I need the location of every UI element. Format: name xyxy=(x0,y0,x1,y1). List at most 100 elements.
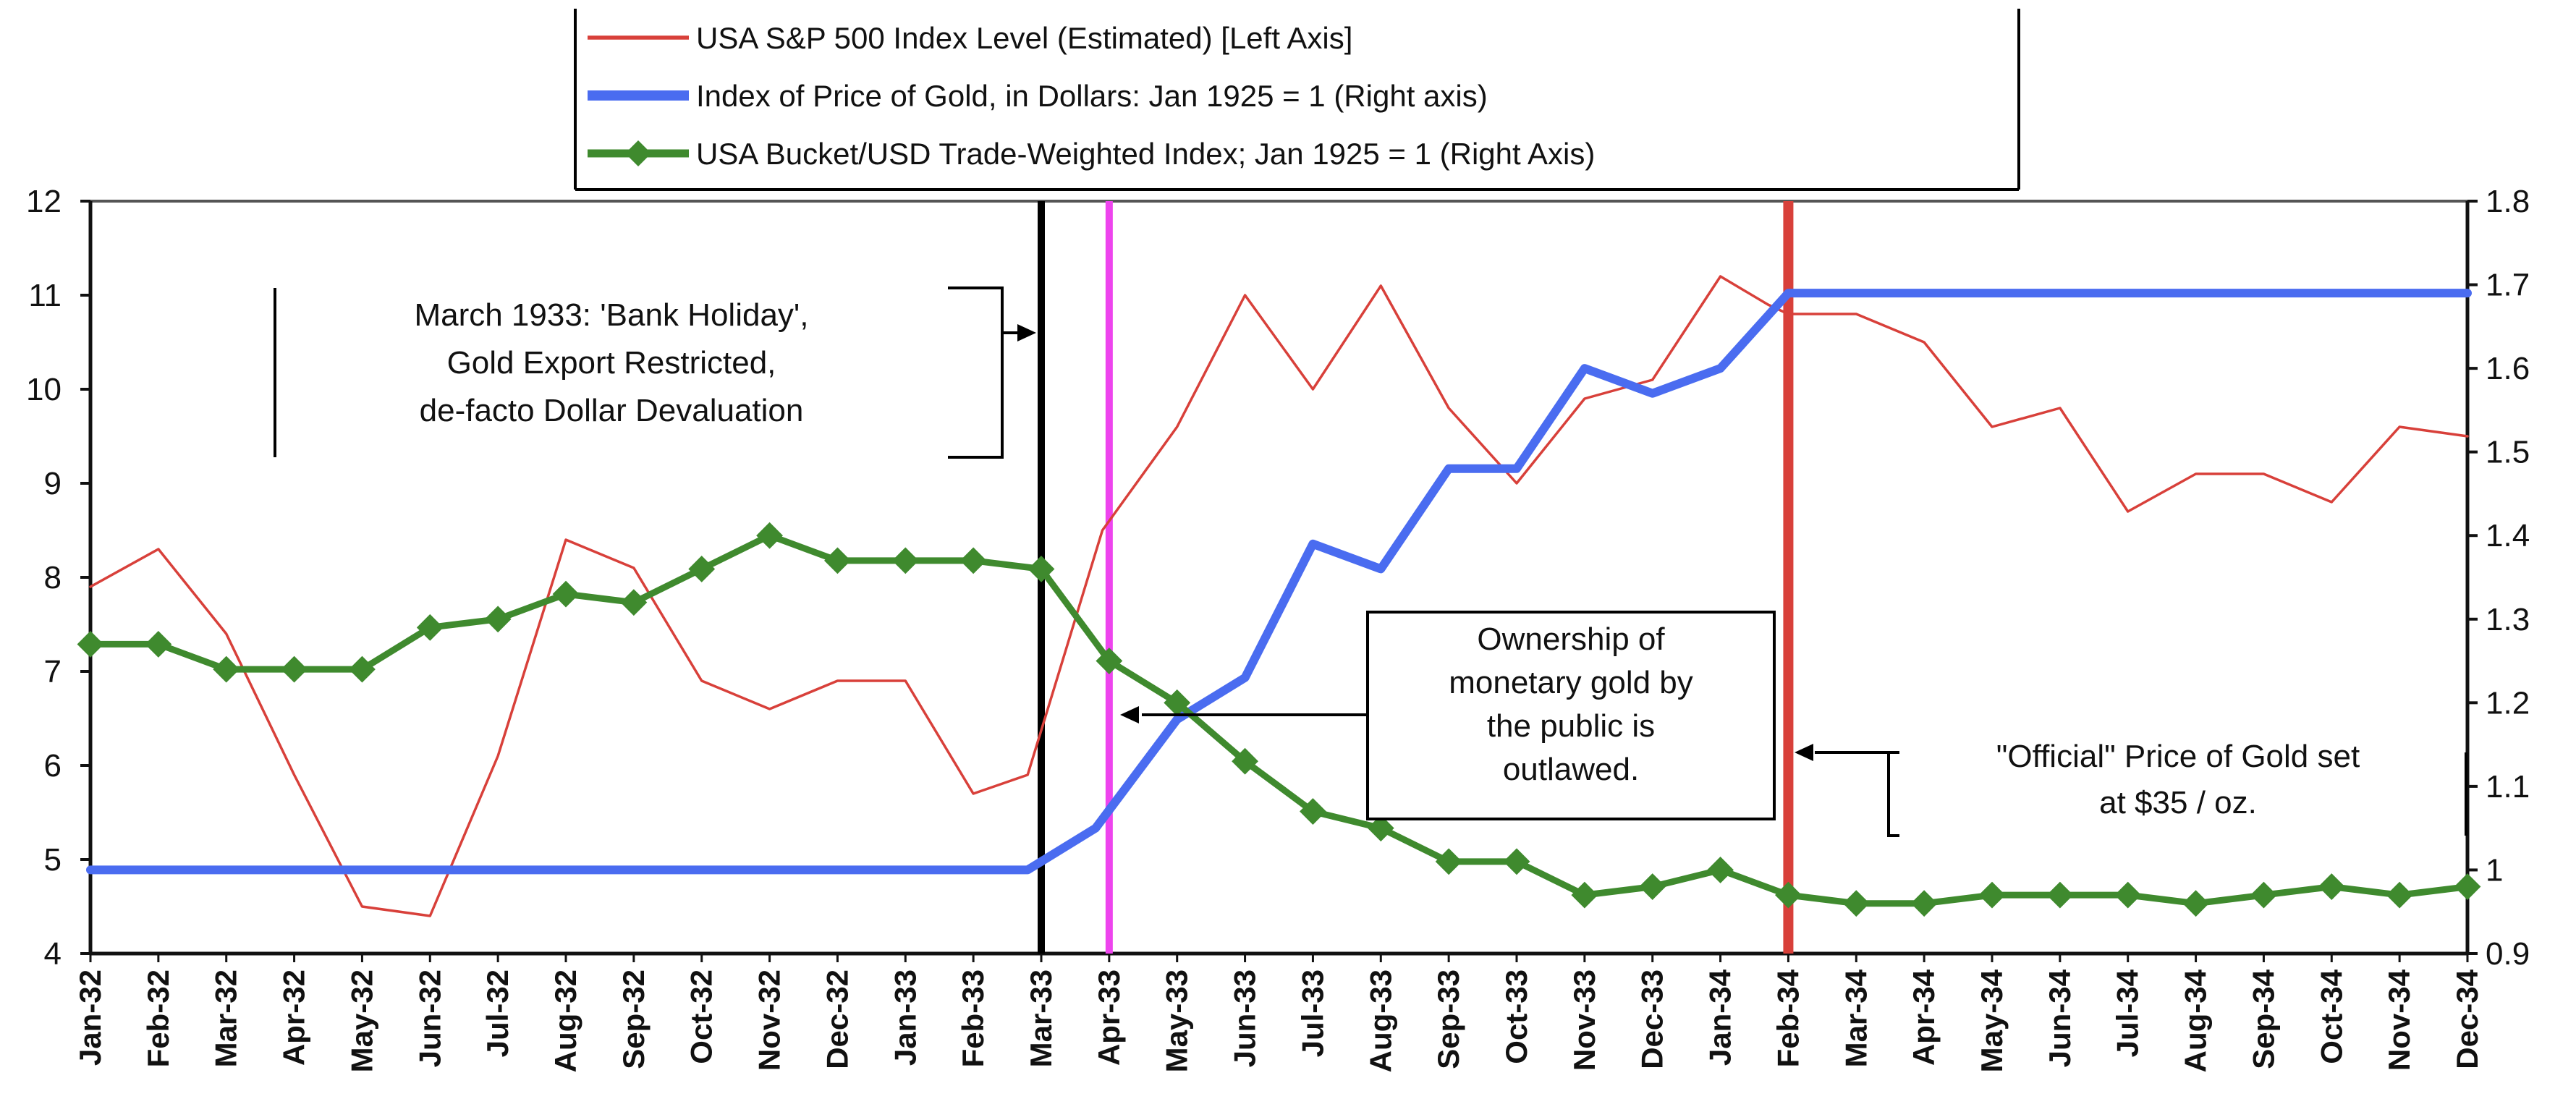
legend-label-0: USA S&P 500 Index Level (Estimated) [Lef… xyxy=(696,21,1352,55)
x-tick-label: Oct-33 xyxy=(1499,969,1533,1064)
left-tick-label: 8 xyxy=(44,560,62,595)
legend-group: USA S&P 500 Index Level (Estimated) [Lef… xyxy=(574,9,2020,191)
left-tick-label: 7 xyxy=(44,654,62,689)
series-point-2 xyxy=(891,547,919,574)
x-tick-label: Jan-33 xyxy=(888,969,922,1066)
legend-label-2: USA Bucket/USD Trade-Weighted Index; Jan… xyxy=(696,137,1595,171)
right-tick-label: 1.7 xyxy=(2486,268,2530,303)
annotation-2-arrowhead xyxy=(1120,706,1139,723)
left-tick-label: 9 xyxy=(44,466,62,501)
annotation-1-arrowhead xyxy=(1017,324,1036,341)
right-tick-label: 1.3 xyxy=(2486,602,2530,637)
x-tick-label: Aug-32 xyxy=(548,969,582,1072)
series-point-2 xyxy=(1842,890,1870,917)
x-tick-label: Oct-32 xyxy=(685,969,719,1064)
series-point-2 xyxy=(1910,890,1938,917)
series-point-2 xyxy=(416,614,444,641)
x-tick-label: Apr-33 xyxy=(1092,969,1126,1066)
x-tick-label: Mar-32 xyxy=(209,969,243,1067)
x-tick-label: Apr-32 xyxy=(277,969,311,1066)
series-group xyxy=(77,275,2481,917)
annotation-2-text: monetary gold by xyxy=(1449,665,1693,700)
series-point-2 xyxy=(756,522,783,549)
annotation-1-text: March 1933: 'Bank Holiday', xyxy=(414,297,808,333)
series-line-1 xyxy=(86,289,2472,875)
series-point-2 xyxy=(2454,873,2481,900)
series-point-2 xyxy=(77,631,104,658)
x-tick-label: Jul-33 xyxy=(1295,969,1329,1057)
series-point-2 xyxy=(959,547,987,574)
annotation-3-bracket-left xyxy=(1887,751,1899,837)
x-tick-label: Jul-34 xyxy=(2111,969,2145,1057)
series-point-2 xyxy=(281,655,308,683)
series-point-2 xyxy=(1300,798,1326,825)
series-point-2 xyxy=(1503,848,1530,875)
series-point-2 xyxy=(1096,648,1123,674)
x-tick-label: Sep-34 xyxy=(2246,969,2280,1069)
legend-marker-2 xyxy=(625,140,651,166)
series-point-2 xyxy=(2386,881,2413,909)
annotation-3-text: "Official" Price of Gold set xyxy=(1996,739,2360,774)
x-tick-label: Jun-32 xyxy=(412,969,446,1067)
right-tick-label: 1.4 xyxy=(2486,518,2530,553)
series-point-2 xyxy=(2318,873,2345,900)
x-tick-label: Mar-33 xyxy=(1024,969,1058,1067)
x-tick-label: Oct-34 xyxy=(2314,969,2348,1064)
series-point-2 xyxy=(213,655,240,683)
series-point-2 xyxy=(2250,881,2277,909)
x-tick-label: Jun-34 xyxy=(2043,969,2077,1067)
x-tick-label: Dec-33 xyxy=(1635,969,1669,1069)
annotation-3-arrowhead xyxy=(1795,744,1813,761)
series-point-2 xyxy=(1707,857,1734,883)
event-lines-group xyxy=(1038,201,1794,954)
series-point-2 xyxy=(2114,881,2142,909)
annotation-2-text: Ownership of xyxy=(1477,621,1665,657)
series-point-2 xyxy=(1028,556,1055,582)
right-tick-label: 1.6 xyxy=(2486,351,2530,386)
left-tick-label: 4 xyxy=(44,936,62,972)
x-tick-label: Aug-33 xyxy=(1363,969,1397,1072)
right-tick-label: 1 xyxy=(2486,852,2503,888)
x-tick-label: Nov-32 xyxy=(753,969,787,1071)
annotation-1-bracket xyxy=(948,287,1004,459)
x-tick-label: Feb-33 xyxy=(956,969,990,1067)
series-point-2 xyxy=(1571,881,1598,909)
x-tick-label: Jun-33 xyxy=(1228,969,1262,1067)
series-point-2 xyxy=(1639,873,1666,900)
series-point-2 xyxy=(2182,890,2209,917)
annotation-3-text: at $35 / oz. xyxy=(2099,785,2257,820)
right-tick-label: 1.1 xyxy=(2486,769,2530,805)
series-point-2 xyxy=(1978,881,2006,909)
series-point-2 xyxy=(1435,848,1462,875)
right-tick-label: 1.8 xyxy=(2486,184,2530,219)
annotation-2-text: the public is xyxy=(1487,708,1655,744)
x-tick-label: Feb-32 xyxy=(141,969,175,1067)
x-tick-label: Dec-34 xyxy=(2450,969,2484,1069)
x-tick-label: Feb-34 xyxy=(1771,969,1805,1067)
right-tick-label: 0.9 xyxy=(2486,936,2530,972)
annotation-2-text: outlawed. xyxy=(1503,752,1639,787)
series-point-2 xyxy=(620,589,648,616)
axes-group: 4 5 6 7 8 9 10 11 12 0.9 1 1.1 1.2 1.3 1.4 1.5 1.6 1.7 1.8… xyxy=(26,184,2530,1072)
series-point-2 xyxy=(2046,881,2074,909)
x-tick-label: Apr-34 xyxy=(1907,969,1941,1066)
series-point-2 xyxy=(1367,815,1394,842)
x-tick-label: Jan-32 xyxy=(73,969,107,1066)
x-tick-label: Jul-32 xyxy=(480,969,514,1057)
series-point-2 xyxy=(484,606,512,633)
annotation-1-text: Gold Export Restricted, xyxy=(447,345,776,381)
left-tick-label: 12 xyxy=(26,184,62,219)
series-point-2 xyxy=(824,547,851,574)
left-tick-label: 5 xyxy=(44,842,62,878)
series-point-2 xyxy=(349,655,376,683)
x-tick-label: May-34 xyxy=(1975,969,2009,1072)
series-line-2 xyxy=(87,532,2471,907)
x-tick-label: Sep-32 xyxy=(617,969,651,1069)
series-point-2 xyxy=(1775,881,1802,909)
x-tick-label: May-33 xyxy=(1160,969,1194,1072)
series-point-2 xyxy=(688,556,716,582)
series-line-0 xyxy=(89,275,2469,917)
left-tick-label: 6 xyxy=(44,748,62,784)
